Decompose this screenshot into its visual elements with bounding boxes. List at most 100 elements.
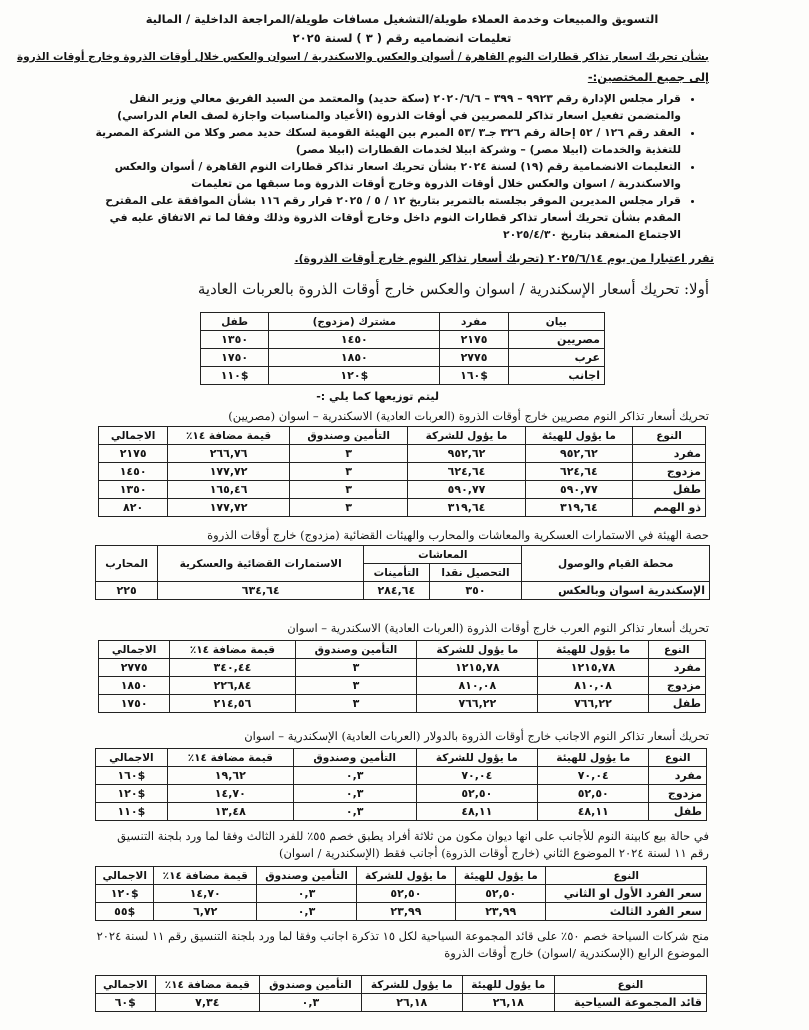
cell: ١٤,٧٠ (166, 784, 294, 803)
cell: ٥٩٠,٧٧ (407, 480, 526, 499)
cell: ٠,٣ (292, 766, 417, 785)
cell: ١٣,٤٨ (166, 802, 294, 821)
row-label: مزدوج (632, 462, 706, 481)
cell: ٢١٧٥ (97, 444, 169, 463)
column-header: التأمين وصندوق (259, 975, 362, 994)
header-line: التسويق والمبيعات وخدمة العملاء طويلة/ال… (145, 12, 659, 26)
row-label: مفرد (632, 444, 706, 463)
header-row: النوع ما يؤول للهيئة ما يؤول للشركة التأمين… (94, 866, 707, 885)
reference-item: قرار مجلس المديرين الموقر بجلسته بالتمري… (95, 192, 681, 243)
column-header: الاجمالي (94, 866, 155, 885)
column-header: النوع (545, 866, 707, 885)
cell: ١٧٥٠ (199, 348, 270, 367)
column-header: ما يؤول للهيئة (524, 426, 634, 445)
column-header: قيمة مضافة ١٤٪ (166, 748, 294, 767)
table-caption: تحريك أسعار تذاكر النوم العرب خارج أوقات… (287, 621, 709, 635)
cell: ٧٦٦,٢٢ (537, 694, 649, 713)
cell: ٢٧٧٥ (439, 348, 509, 367)
data-table: محطة القيام والوصول المعاشات الاستمارات ال… (94, 545, 710, 600)
cell: $١٦٠ (95, 766, 168, 785)
cell: ٣٤٠,٤٤ (169, 658, 296, 677)
cell: ٣٥٠ (428, 581, 523, 600)
cell: ٦٢٤,٦٤ (524, 462, 634, 481)
header-row: النوع ما يؤول للهيئة ما يؤول للشركة التأمين… (97, 640, 707, 659)
cell: ٨١٠,٠٨ (416, 676, 539, 695)
cell: ٢١٤,٥٦ (169, 694, 296, 713)
reference-item: العقد رقم ١٢٦ / ٥٢ إحالة رقم ٣٢٦ جـ٣ /٥٣… (95, 124, 681, 158)
data-table: النوع ما يؤول للهيئة ما يؤول للشركة التأمين… (97, 640, 707, 713)
row-label: عرب (507, 348, 606, 367)
instruction-number: تعليمات انضماميه رقم ( ٣ ) لسنة ٢٠٢٥ (292, 31, 512, 45)
cell: ٧٦٦,٢٢ (416, 694, 539, 713)
column-header: المحارب (94, 545, 159, 582)
cell: ٣ (294, 658, 418, 677)
column-header: النوع (648, 748, 707, 767)
cell: ١٤,٧٠ (153, 884, 258, 903)
cell: ٢١٧٥ (439, 330, 509, 349)
table-row: طفل ٥٩٠,٧٧ ٥٩٠,٧٧ ٣ ١٦٥,٤٦ ١٣٥٠ (97, 480, 706, 499)
table-row: مفرد ٩٥٢,٦٢ ٩٥٢,٦٢ ٣ ٢٦٦,٧٦ ٢١٧٥ (97, 444, 706, 463)
cell: ٢٢٦,٨٤ (169, 676, 296, 695)
column-header: ما يؤول للهيئة (461, 975, 555, 994)
column-header: المعاشات (363, 545, 523, 564)
cell: ٣ (288, 462, 409, 481)
column-header: طفل (199, 312, 270, 331)
column-header: ما يؤول للهيئة (537, 640, 649, 659)
table-row: مفرد ١٢١٥,٧٨ ١٢١٥,٧٨ ٣ ٣٤٠,٤٤ ٢٧٧٥ (97, 658, 707, 677)
cell: ٢٦,١٨ (360, 993, 463, 1012)
cell: ١٨٥٠ (268, 348, 441, 367)
data-table: النوع ما يؤول للهيئة ما يؤول للشركة التأمين… (95, 975, 708, 1012)
column-header: التأمين وصندوق (288, 426, 409, 445)
cell: ٦٣٤,٦٤ (157, 581, 365, 600)
cell: ١٤٥٠ (268, 330, 441, 349)
cell: ٩٥٢,٦٢ (524, 444, 634, 463)
column-header: التأمين وصندوق (256, 866, 357, 885)
column-header: بيان (507, 312, 606, 331)
row-label: طفل (647, 694, 707, 713)
cell: ١٧٧,٧٢ (167, 462, 290, 481)
cell: ١٢١٥,٧٨ (416, 658, 539, 677)
table-row: عرب ٢٧٧٥ ١٨٥٠ ١٧٥٠ (199, 348, 606, 367)
cell: ٥٢,٥٠ (415, 784, 539, 803)
cell: ٠,٣ (259, 993, 362, 1012)
column-header: الاجمالي (97, 426, 169, 445)
cell: $١٢٠ (95, 784, 168, 803)
cell: ٠,٣ (256, 884, 357, 903)
table-row: ذو الهمم ٣١٩,٦٤ ٣١٩,٦٤ ٣ ١٧٧,٧٢ ٨٢٠ (97, 498, 706, 517)
cell: ٠,٣ (292, 784, 417, 803)
column-header: النوع (632, 426, 706, 445)
reference-item: التعليمات الانضمامية رقم (١٩) لسنة ٢٠٢٤ … (95, 158, 681, 192)
distribution-note: ليتم توزيعها كما يلي :- (316, 390, 439, 403)
row-label: طفل (632, 480, 706, 499)
table-row: مصريين ٢١٧٥ ١٤٥٠ ١٣٥٠ (199, 330, 606, 349)
column-header: النوع (553, 975, 708, 994)
cell: ٢٣,٩٩ (454, 902, 547, 921)
data-table: النوع ما يؤول للهيئة ما يؤول للشركة التأمين… (95, 748, 707, 821)
column-header: الاستمارات القضائية والعسكرية (157, 545, 365, 582)
table-row: سعر الفرد الأول او الثاني ٥٢,٥٠ ٥٢,٥٠ ٠,٣ ١٤… (94, 884, 707, 903)
references: قرار مجلس الإدارة رقم ٩٩٢٣ – ٣٩٩ – ٢٠٢٠/… (95, 90, 709, 243)
row-label: الإسكندرية اسوان وبالعكس (521, 581, 710, 600)
column-subheader: التأمينات (363, 563, 430, 582)
cell: ٢٦,١٨ (461, 993, 555, 1012)
column-header: الاجمالي (95, 748, 168, 767)
cell: ٦٢٤,٦٤ (407, 462, 526, 481)
row-label: مفرد (648, 766, 707, 785)
cell: ١٧٧,٧٢ (167, 498, 290, 517)
header-row: بيان مفرد مشترك (مزدوج) طفل (199, 312, 606, 331)
table-row: اجانب $١٦٠ $١٢٠ $١١٠ (199, 366, 606, 385)
data-table: النوع ما يؤول للهيئة ما يؤول للشركة التأمين… (94, 866, 707, 921)
cell: $١٢٠ (94, 884, 155, 903)
table-row: الإسكندرية اسوان وبالعكس ٣٥٠ ٢٨٤,٦٤ ٦٣٤,٦٤ ٢… (94, 581, 710, 600)
row-label: قائد المجموعة السياحية (553, 993, 708, 1012)
table-row: مزدوج ٨١٠,٠٨ ٨١٠,٠٨ ٣ ٢٢٦,٨٤ ١٨٥٠ (97, 676, 707, 695)
table-row: طفل ٧٦٦,٢٢ ٧٦٦,٢٢ ٣ ٢١٤,٥٦ ١٧٥٠ (97, 694, 707, 713)
cell: ٧,٣٤ (154, 993, 261, 1012)
cell: ٥٢,٥٠ (454, 884, 547, 903)
cell: ٥٢,٥٠ (537, 784, 650, 803)
cell: ١٣٥٠ (97, 480, 169, 499)
cell: ٣ (294, 694, 418, 713)
column-header: التأمين وصندوق (292, 748, 417, 767)
column-header: ما يؤول للشركة (415, 748, 539, 767)
